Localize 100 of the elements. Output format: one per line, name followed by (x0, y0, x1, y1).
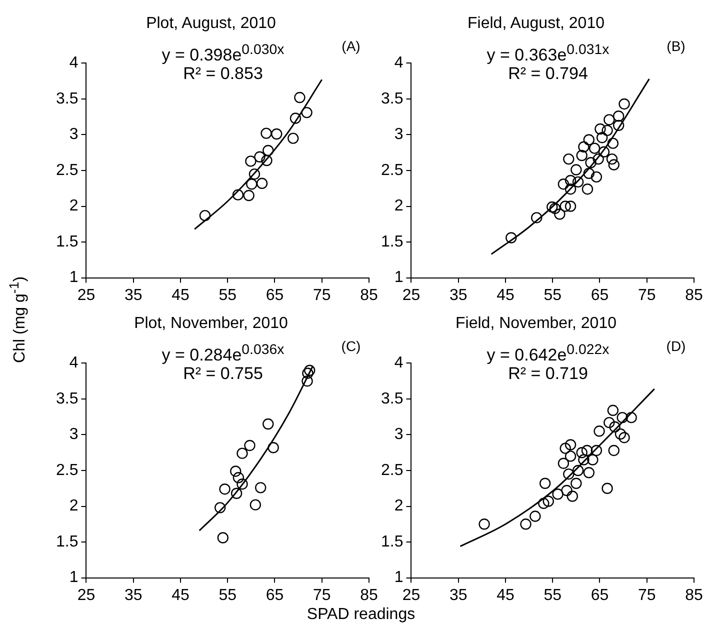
point (230, 488, 242, 499)
point (290, 112, 302, 124)
line-series (460, 388, 656, 548)
point (256, 178, 268, 189)
point (602, 482, 613, 494)
point (564, 450, 576, 462)
x-axis-title: SPAD readings (306, 606, 416, 624)
x-tick-label: 45 (172, 586, 190, 604)
point (564, 200, 576, 212)
point (549, 202, 561, 214)
y-tick-label: 2.5 (56, 162, 78, 179)
x-tick-label: 55 (218, 586, 237, 604)
y-tick-label: 3 (69, 126, 78, 144)
x-tick-label: 25 (402, 586, 420, 604)
point (243, 190, 254, 202)
x-tick-label: 35 (449, 286, 468, 304)
x-tick-label: 65 (266, 586, 284, 604)
x-tick-label: 45 (496, 586, 514, 604)
point (590, 444, 602, 456)
point (578, 454, 590, 466)
y-tick-label: 2 (69, 498, 78, 515)
point (236, 478, 248, 490)
point (563, 153, 574, 165)
point (236, 448, 248, 459)
x-tick-label: 65 (266, 286, 284, 304)
point (248, 168, 260, 180)
point (268, 442, 279, 454)
point (583, 168, 595, 179)
point (592, 153, 604, 165)
point (618, 98, 630, 110)
annotation: R² = 0.794 (507, 64, 589, 84)
point (245, 156, 256, 167)
point (588, 142, 600, 154)
y-tick-label: 3 (69, 426, 78, 444)
text: (B) (666, 38, 686, 54)
annotation: R² = 0.755 (182, 364, 264, 384)
point (607, 404, 619, 416)
y-tick-label: 2 (394, 198, 404, 215)
point (539, 478, 551, 489)
point (618, 432, 630, 444)
text: (A) (340, 38, 362, 54)
y-tick-label: 2 (69, 198, 78, 215)
point (244, 440, 256, 452)
text: (C) (340, 338, 362, 354)
point (594, 123, 606, 135)
y-tick-label: 1.5 (56, 533, 78, 550)
x-tick-label: 75 (638, 286, 656, 304)
point (520, 518, 532, 530)
y-tick-label: 1 (394, 269, 404, 286)
x-tick-label: 45 (172, 286, 190, 304)
point (609, 421, 620, 432)
x-tick-label: 65 (590, 286, 609, 304)
point (608, 444, 620, 456)
x-tick-label: 55 (544, 586, 562, 604)
x-tick-label: 25 (77, 286, 96, 304)
point (604, 416, 615, 428)
point (230, 466, 242, 477)
point (294, 92, 306, 104)
point (302, 368, 314, 379)
point (271, 128, 282, 140)
y-tick-label: 3.5 (56, 390, 78, 408)
point (558, 178, 570, 190)
point (596, 132, 608, 144)
point (246, 178, 258, 190)
point (587, 454, 598, 466)
point (582, 184, 594, 195)
point (478, 518, 490, 530)
point (506, 232, 517, 244)
y-tick-label: 3 (394, 126, 404, 144)
point (250, 499, 262, 510)
point (558, 458, 570, 469)
point (590, 171, 602, 183)
point (262, 144, 274, 156)
line-series (194, 78, 323, 230)
point (616, 412, 628, 424)
point (554, 208, 566, 220)
y-tick-label: 1.5 (380, 233, 404, 250)
point (214, 502, 226, 514)
point (608, 159, 620, 170)
y-tick-label: 1.5 (56, 233, 78, 250)
point (576, 447, 588, 458)
y-tick-label: 1 (394, 569, 404, 586)
y-tick-label: 4 (69, 354, 78, 372)
y-tick-label: 2.5 (56, 462, 78, 479)
y-tick-label: 3.5 (56, 90, 78, 108)
point (217, 532, 229, 544)
x-tick-label: 65 (590, 586, 609, 604)
point (564, 184, 576, 195)
x-tick-label: 35 (124, 586, 142, 604)
point (576, 150, 588, 162)
point (260, 128, 272, 139)
point (301, 106, 312, 118)
x-tick-label: 45 (496, 286, 514, 304)
point (261, 154, 272, 166)
point (302, 375, 313, 387)
y-tick-label: 3.5 (380, 90, 404, 108)
point (602, 124, 613, 136)
point (607, 138, 619, 149)
point (604, 114, 615, 126)
y-tick-label: 1.5 (380, 533, 404, 550)
